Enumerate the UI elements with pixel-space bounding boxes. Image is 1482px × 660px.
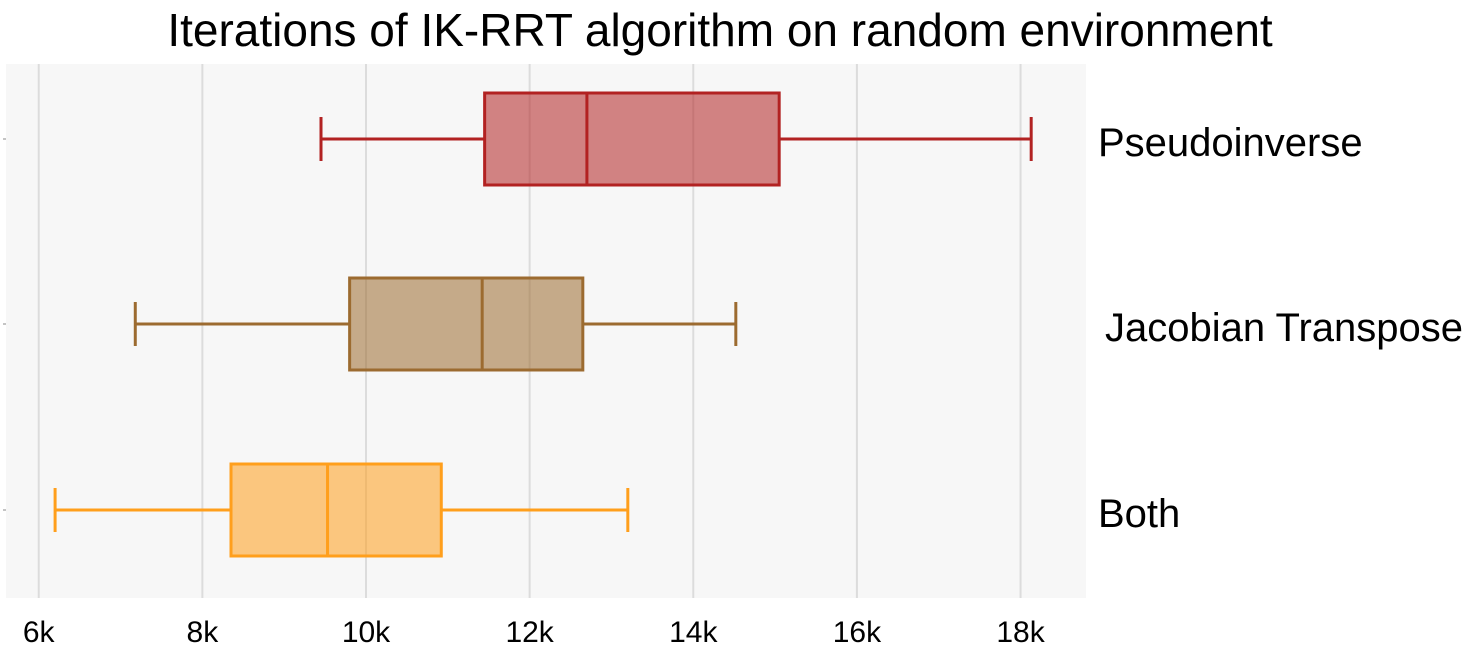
- x-tick-label: 14k: [669, 616, 718, 649]
- chart-title: Iterations of IK-RRT algorithm on random…: [167, 4, 1273, 56]
- x-tick-label: 8k: [187, 616, 220, 649]
- x-tick-label: 16k: [833, 616, 882, 649]
- x-tick-label: 6k: [23, 616, 56, 649]
- category-label: Pseudoinverse: [1098, 121, 1363, 165]
- category-label: Both: [1098, 492, 1180, 536]
- box-iqr: [348, 276, 585, 372]
- x-tick-label: 18k: [996, 616, 1045, 649]
- box-iqr: [483, 91, 781, 187]
- x-tick-label: 12k: [505, 616, 554, 649]
- x-tick-label: 10k: [342, 616, 391, 649]
- category-label: Jacobian Transpose: [1105, 306, 1463, 350]
- box-iqr: [229, 462, 443, 558]
